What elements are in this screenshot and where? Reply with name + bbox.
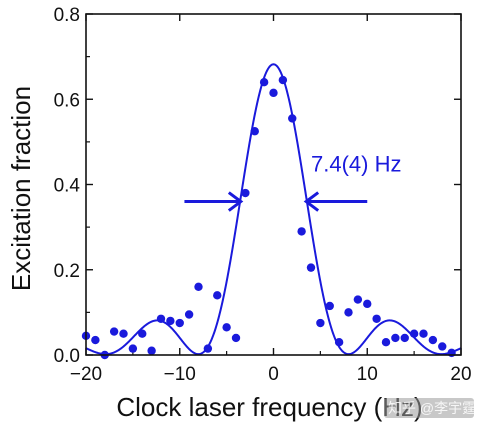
plot-frame: [85, 13, 462, 356]
data-point: [325, 301, 334, 311]
x-tick-label: 10: [357, 364, 378, 385]
data-point: [391, 333, 400, 343]
y-tick-label: 0.4: [54, 176, 81, 197]
data-point: [334, 338, 344, 347]
data-point: [306, 263, 316, 272]
data-point: [428, 335, 438, 345]
data-point: [194, 282, 203, 291]
fwhm-arrows: [184, 191, 368, 212]
data-point: [316, 318, 325, 328]
data-point: [138, 329, 147, 338]
data-point: [156, 314, 166, 323]
data-point: [344, 308, 353, 317]
data-point: [259, 78, 269, 87]
data-point: [119, 329, 128, 338]
data-point: [447, 348, 456, 358]
fit-curve: [85, 63, 462, 356]
x-axis-title: Clock laser frequency (Hz): [116, 392, 422, 422]
data-point: [109, 327, 119, 336]
data-point: [166, 316, 175, 326]
data-point: [222, 323, 231, 332]
data-point: [91, 335, 100, 345]
y-tick-labels: 0.0 0.2 0.4 0.6 0.8: [54, 5, 81, 367]
data-point: [409, 329, 419, 338]
x-tick-labels: −20 −10 0 10 20: [70, 364, 472, 385]
data-point: [147, 346, 156, 355]
y-tick-label: 0.6: [54, 90, 80, 111]
data-point: [184, 310, 194, 319]
x-tick-label: −20: [70, 364, 102, 385]
right-arrow-head: [303, 191, 320, 212]
data-point: [250, 127, 259, 136]
data-point: [288, 114, 297, 123]
y-tick-label: 0.2: [54, 261, 80, 282]
data-point: [231, 333, 241, 343]
data-point: [400, 333, 409, 343]
y-tick-label: 0.0: [54, 346, 80, 367]
data-point: [128, 344, 138, 353]
data-point: [278, 75, 288, 85]
fwhm-annotation: 7.4(4) Hz: [311, 152, 401, 177]
y-axis-title: Excitation fraction: [6, 86, 36, 291]
data-point: [175, 318, 184, 328]
data-points: [81, 75, 456, 360]
data-point: [372, 314, 381, 323]
data-point: [297, 227, 306, 236]
data-point: [213, 291, 222, 300]
data-point: [363, 299, 372, 309]
x-tick-label: 0: [268, 364, 279, 385]
data-point: [353, 295, 363, 304]
left-arrow-head: [227, 191, 244, 212]
watermark: 知乎 @李宇霆频弹: [384, 398, 478, 418]
data-point: [203, 344, 213, 353]
x-tick-label: 20: [450, 364, 471, 385]
x-tick-label: −10: [164, 364, 196, 385]
y-tick-label: 0.8: [54, 5, 80, 26]
data-point: [269, 88, 278, 98]
data-point: [381, 338, 391, 347]
data-point: [438, 342, 447, 351]
watermark-text: 知乎 @李宇霆频弹: [388, 400, 478, 416]
data-point: [419, 329, 428, 338]
data-point: [241, 188, 250, 198]
